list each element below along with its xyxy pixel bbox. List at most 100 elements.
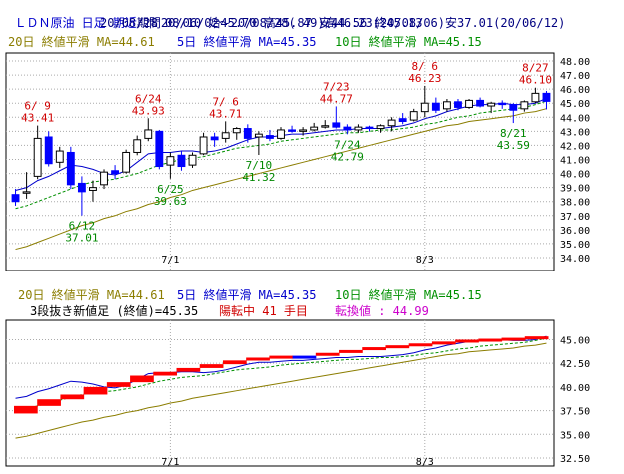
candle-body bbox=[22, 191, 31, 194]
candle-body bbox=[354, 126, 363, 131]
candle-body bbox=[254, 133, 263, 138]
candle-body bbox=[498, 102, 507, 106]
new-price-brick bbox=[385, 345, 410, 349]
annotation-value: 42.79 bbox=[331, 150, 364, 163]
annotation-value: 43.59 bbox=[497, 139, 530, 152]
lower-x-tick-label: 7/1 bbox=[161, 457, 179, 468]
candle-body bbox=[44, 136, 53, 165]
annotation-date: 6/ 9 bbox=[24, 100, 51, 113]
new-price-brick bbox=[478, 338, 503, 342]
candle-body bbox=[431, 102, 440, 111]
upper-grid bbox=[6, 53, 554, 271]
annotation-value: 46.23 bbox=[408, 72, 441, 85]
lower-x-axis: 7/1 8/3 bbox=[161, 457, 433, 468]
annotation-date: 6/25 bbox=[157, 183, 184, 196]
annotation-value: 41.32 bbox=[242, 171, 275, 184]
new-price-brick bbox=[339, 349, 363, 353]
annotation-value: 44.77 bbox=[320, 92, 353, 105]
candle-body bbox=[299, 129, 308, 132]
candle-body bbox=[232, 128, 241, 134]
new-price-chart: 20日 終値平滑 MA=44.61 5日 終値平滑 MA=45.35 10日 終… bbox=[5, 287, 590, 468]
instrument-title: ＬＤＮ原油 日足 期近 bbox=[14, 16, 137, 30]
candle-body bbox=[100, 171, 108, 186]
legend-ma20: 20日 終値平滑 MA=44.61 bbox=[8, 34, 155, 49]
new-price-info: 3段抜き新値足 (終値)=45.35 bbox=[30, 303, 198, 318]
lower-y-tick-label: 42.50 bbox=[560, 359, 590, 370]
header-line-2: 20/08/28 08/10 始45.70 高45.87 安44.56 終45.… bbox=[100, 16, 423, 30]
candle-body bbox=[177, 154, 186, 168]
ma10-line-group bbox=[15, 100, 547, 210]
annotation-value: 43.71 bbox=[209, 107, 242, 120]
upper-legend: 20日 終値平滑 MA=44.61 5日 終値平滑 MA=45.35 10日 終… bbox=[8, 34, 482, 49]
lower-legend-ma5: 5日 終値平滑 MA=45.35 bbox=[177, 287, 316, 302]
annotation-date: 8/27 bbox=[522, 62, 549, 75]
new-price-brick bbox=[431, 341, 456, 345]
new-price-brick bbox=[269, 355, 294, 359]
new-price-brick bbox=[524, 336, 549, 340]
lower-y-axis: 32.50 35.00 37.50 40.00 42.50 45.00 bbox=[560, 335, 590, 465]
candle-body bbox=[420, 102, 429, 113]
candle-body bbox=[520, 101, 529, 110]
candle-body bbox=[166, 156, 175, 166]
annotation-date: 6/24 bbox=[135, 92, 162, 105]
candle-body bbox=[89, 187, 97, 191]
new-price-brick bbox=[315, 352, 340, 356]
lower-y-tick-label: 35.00 bbox=[560, 430, 590, 441]
upper-y-tick-label: 40.00 bbox=[560, 170, 590, 181]
new-price-brick bbox=[14, 405, 38, 414]
new-price-brick bbox=[199, 364, 224, 368]
candle-body bbox=[188, 154, 197, 166]
upper-y-tick-label: 35.00 bbox=[560, 240, 590, 251]
header-line-1: ＬＤＮ原油 日足 期近期間20/06/02～20/08/28( 49)高46.2… bbox=[0, 2, 624, 30]
lower-ma10-group bbox=[15, 337, 547, 412]
candle-body bbox=[376, 125, 385, 130]
period-summary: 期間20/06/02～20/08/28( 49)高46.23(20/08/06)… bbox=[136, 16, 566, 30]
annotation-date: 7/24 bbox=[334, 138, 361, 151]
upper-y-tick-label: 39.00 bbox=[560, 184, 590, 195]
candle-body bbox=[332, 122, 341, 128]
upper-y-tick-label: 42.00 bbox=[560, 141, 590, 152]
candle-body bbox=[454, 101, 462, 108]
lower-ma10-line bbox=[15, 337, 547, 412]
upper-x-tick-label: 7/1 bbox=[161, 255, 179, 266]
new-price-brick bbox=[246, 357, 270, 361]
new-price-brick bbox=[153, 371, 178, 376]
candle-body bbox=[487, 102, 496, 107]
candle-body bbox=[243, 128, 252, 139]
lower-y-tick-label: 40.00 bbox=[560, 383, 590, 394]
legend-ma5: 5日 終値平滑 MA=45.35 bbox=[177, 34, 316, 49]
upper-y-tick-label: 47.00 bbox=[560, 71, 590, 82]
lower-ma20-group bbox=[15, 342, 547, 439]
switch-value-label: 転換値 : 44.99 bbox=[335, 303, 429, 318]
lower-ma20-line bbox=[15, 342, 547, 439]
ma5-line-group bbox=[15, 97, 547, 191]
upper-y-tick-label: 46.00 bbox=[560, 85, 590, 96]
lower-y-tick-label: 45.00 bbox=[560, 335, 590, 346]
annotation-value: 37.01 bbox=[65, 232, 98, 245]
candle-body bbox=[66, 151, 75, 186]
candle-body bbox=[221, 132, 230, 139]
candle-body bbox=[199, 136, 208, 155]
candle-body bbox=[442, 101, 451, 110]
new-price-brick bbox=[362, 347, 386, 351]
annotation-value: 39.63 bbox=[154, 195, 187, 208]
annotation-date: 7/23 bbox=[323, 80, 350, 93]
new-price-brick bbox=[130, 375, 154, 383]
new-price-brick bbox=[222, 360, 247, 365]
candle-body bbox=[122, 151, 131, 173]
annotation-value: 43.93 bbox=[132, 104, 165, 117]
trend-status: 陽転中 41 手目 bbox=[219, 303, 308, 318]
upper-y-axis: 34.00 35.00 36.00 37.00 38.00 39.00 40.00 41.00… bbox=[560, 57, 590, 265]
candle-body bbox=[509, 104, 518, 111]
new-price-brick bbox=[83, 386, 108, 395]
candle-body bbox=[465, 99, 473, 108]
candle-body bbox=[409, 111, 418, 121]
candle-body bbox=[155, 130, 164, 168]
lower-legend-ma20: 20日 終値平滑 MA=44.61 bbox=[18, 287, 165, 302]
candle-body bbox=[55, 150, 64, 163]
lower-grid bbox=[6, 320, 554, 466]
legend-ma10: 10日 終値平滑 MA=45.15 bbox=[335, 34, 482, 49]
candle-body bbox=[266, 135, 274, 139]
lower-plot-frame bbox=[5, 319, 555, 467]
candle-body bbox=[343, 126, 352, 131]
